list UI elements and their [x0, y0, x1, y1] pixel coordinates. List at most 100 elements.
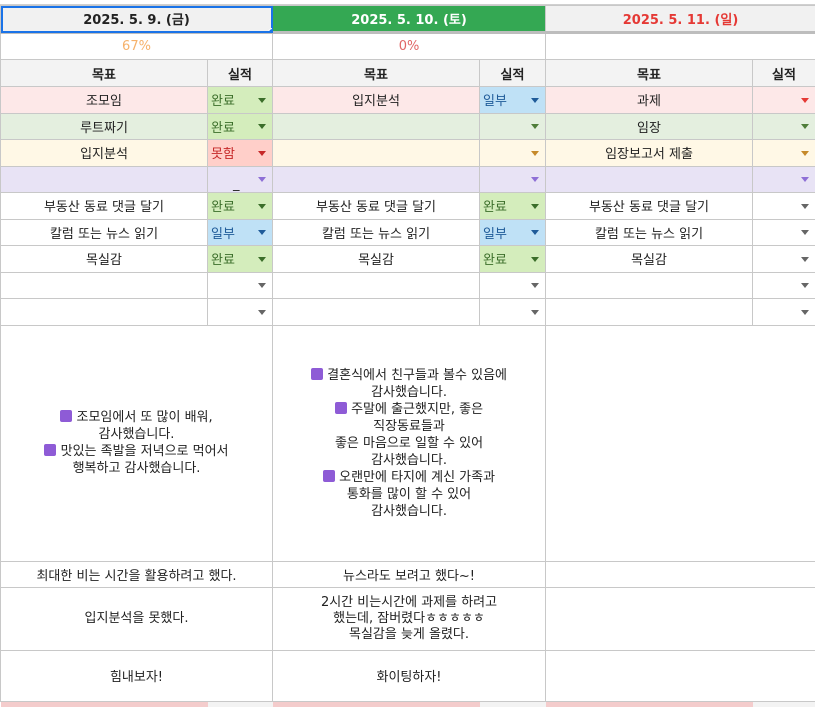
goal-cell[interactable] [0, 271, 208, 299]
result-dropdown[interactable] [479, 271, 547, 299]
date-header-1[interactable]: 2025. 5. 10. (토) [272, 5, 547, 34]
goal-cell[interactable]: 조모임 [0, 86, 208, 114]
dropdown-arrow-icon[interactable] [531, 97, 540, 103]
dropdown-arrow-icon[interactable] [258, 230, 267, 236]
dropdown-arrow-icon[interactable] [801, 97, 810, 103]
result-dropdown[interactable] [752, 245, 815, 273]
dropdown-arrow-icon[interactable] [801, 230, 810, 236]
result-dropdown[interactable] [752, 86, 815, 114]
result-dropdown[interactable]: 완료 [206, 86, 274, 114]
result-dropdown[interactable]: 완료 [479, 245, 547, 273]
selection-handle[interactable] [268, 28, 272, 30]
result-value: 완료 [211, 253, 235, 269]
date-header-2[interactable]: 2025. 5. 11. (일) [545, 5, 815, 34]
goal-cell[interactable]: 부동산 동료 댓글 달기 [0, 192, 208, 220]
dropdown-arrow-icon[interactable] [801, 177, 810, 183]
result-dropdown[interactable] [752, 271, 815, 299]
result-dropdown[interactable]: 완료 [479, 192, 547, 220]
dropdown-arrow-icon[interactable] [258, 177, 267, 183]
next-row-goal [0, 701, 208, 707]
goal-cell[interactable] [272, 139, 481, 167]
result-dropdown[interactable]: 일부 [479, 218, 547, 246]
reflection-note3[interactable] [545, 649, 815, 702]
result-dropdown[interactable] [752, 139, 815, 167]
result-dropdown[interactable] [752, 218, 815, 246]
goal-cell[interactable]: 루트짜기 [0, 112, 208, 140]
dropdown-arrow-icon[interactable] [531, 203, 540, 209]
result-dropdown[interactable] [479, 139, 547, 167]
goal-cell[interactable] [545, 271, 754, 299]
reflection-note1[interactable]: 최대한 비는 시간을 활용하려고 했다. [0, 560, 274, 588]
dropdown-arrow-icon[interactable] [801, 256, 810, 262]
reflection-note2[interactable]: 2시간 비는시간에 과제를 하려고 했는데, 잠버렸다ㅎㅎㅎㅎㅎ 목실감을 늦게… [272, 586, 547, 651]
goal-cell[interactable] [272, 271, 481, 299]
reflection-note2[interactable] [545, 586, 815, 651]
dropdown-arrow-icon[interactable] [531, 309, 540, 315]
result-dropdown[interactable] [752, 112, 815, 140]
result-dropdown[interactable] [479, 165, 547, 193]
goal-cell[interactable]: 칼럼 또는 뉴스 읽기 [0, 218, 208, 246]
dropdown-arrow-icon[interactable] [531, 124, 540, 130]
goal-cell[interactable]: 목실감 [0, 245, 208, 273]
result-dropdown[interactable] [752, 165, 815, 193]
result-dropdown[interactable] [479, 298, 547, 326]
result-dropdown[interactable]: 일부 [479, 86, 547, 114]
dropdown-arrow-icon[interactable] [258, 124, 267, 130]
gratitude-cell[interactable]: 결혼식에서 친구들과 볼수 있음에 감사했습니다. 주말에 출근했지만, 좋은 … [272, 324, 547, 562]
dropdown-arrow-icon[interactable] [258, 203, 267, 209]
reflection-note3[interactable]: 화이팅하자! [272, 649, 547, 702]
goal-cell[interactable] [545, 298, 754, 326]
dropdown-arrow-icon[interactable] [801, 124, 810, 130]
gratitude-cell[interactable] [545, 324, 815, 562]
dropdown-arrow-icon[interactable] [531, 230, 540, 236]
dropdown-arrow-icon[interactable] [801, 309, 810, 315]
result-dropdown[interactable] [752, 298, 815, 326]
dropdown-arrow-icon[interactable] [801, 150, 810, 156]
goal-cell[interactable]: 칼럼 또는 뉴스 읽기 [545, 218, 754, 246]
result-dropdown[interactable]: _ [206, 165, 274, 193]
goal-cell[interactable] [545, 165, 754, 193]
goal-cell[interactable]: 부동산 동료 댓글 달기 [545, 192, 754, 220]
result-dropdown[interactable] [206, 271, 274, 299]
goal-cell[interactable]: 목실감 [545, 245, 754, 273]
goal-cell[interactable] [272, 298, 481, 326]
goal-cell[interactable]: 임장 [545, 112, 754, 140]
goal-cell[interactable]: 목실감 [272, 245, 481, 273]
dropdown-arrow-icon[interactable] [531, 177, 540, 183]
dropdown-arrow-icon[interactable] [531, 150, 540, 156]
dropdown-arrow-icon[interactable] [258, 150, 267, 156]
dropdown-arrow-icon[interactable] [801, 203, 810, 209]
goal-cell[interactable]: 입지분석 [272, 86, 481, 114]
gratitude-cell[interactable]: 조모임에서 또 많이 배워, 감사했습니다. 맛있는 족발을 저녁으로 먹어서 … [0, 324, 274, 562]
result-dropdown[interactable] [752, 192, 815, 220]
reflection-note1[interactable]: 뉴스라도 보려고 했다~! [272, 560, 547, 588]
goal-cell[interactable]: 과제 [545, 86, 754, 114]
dropdown-arrow-icon[interactable] [531, 256, 540, 262]
result-dropdown[interactable] [206, 298, 274, 326]
result-dropdown[interactable]: 일부 [206, 218, 274, 246]
goal-cell[interactable] [0, 165, 208, 193]
result-dropdown[interactable]: 못함 [206, 139, 274, 167]
goal-cell[interactable]: 임장보고서 제출 [545, 139, 754, 167]
dropdown-arrow-icon[interactable] [801, 283, 810, 289]
reflection-note3[interactable]: 힘내보자! [0, 649, 274, 702]
dropdown-arrow-icon[interactable] [258, 309, 267, 315]
result-dropdown[interactable]: 완료 [206, 112, 274, 140]
dropdown-arrow-icon[interactable] [531, 283, 540, 289]
result-dropdown[interactable]: 완료 [206, 192, 274, 220]
dropdown-arrow-icon[interactable] [258, 97, 267, 103]
g-row: _ [0, 165, 815, 193]
goal-cell[interactable] [0, 298, 208, 326]
result-dropdown[interactable]: 완료 [206, 245, 274, 273]
reflection-note2[interactable]: 입지분석을 못했다. [0, 586, 274, 651]
dropdown-arrow-icon[interactable] [258, 256, 267, 262]
goal-cell[interactable]: 부동산 동료 댓글 달기 [272, 192, 481, 220]
dropdown-arrow-icon[interactable] [258, 283, 267, 289]
reflection-note1[interactable] [545, 560, 815, 588]
goal-cell[interactable]: 입지분석 [0, 139, 208, 167]
goal-cell[interactable]: 칼럼 또는 뉴스 읽기 [272, 218, 481, 246]
goal-cell[interactable] [272, 165, 481, 193]
result-dropdown[interactable] [479, 112, 547, 140]
goal-cell[interactable] [272, 112, 481, 140]
date-header-0[interactable]: 2025. 5. 9. (금) [0, 5, 274, 34]
